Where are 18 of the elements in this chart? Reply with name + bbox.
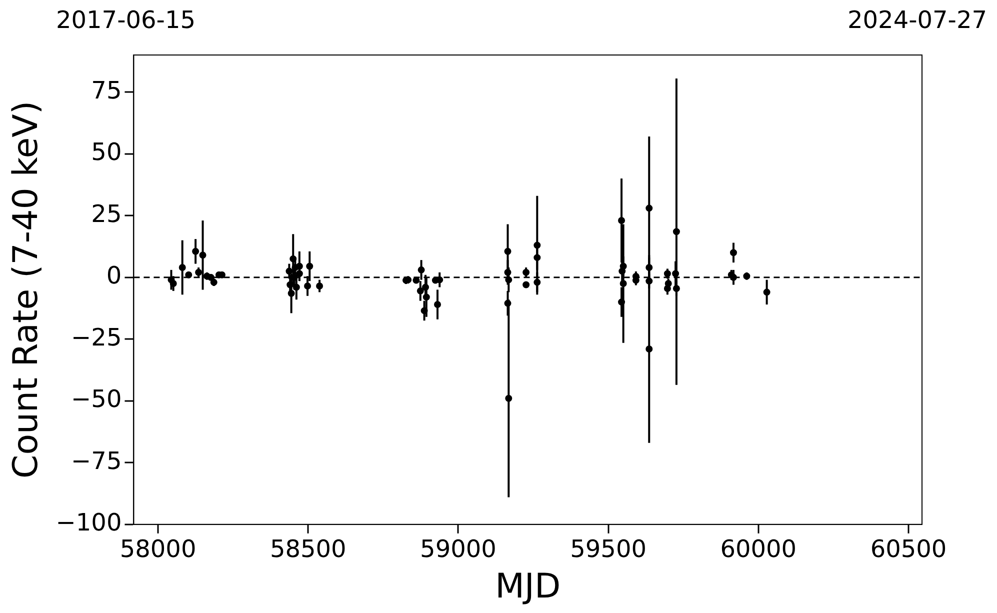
- y-axis-title: Count Rate (7-40 keV): [6, 100, 46, 479]
- y-tick-label: 75: [91, 76, 122, 104]
- y-tick-label: −75: [71, 446, 122, 475]
- x-tick-label: 58000: [120, 535, 196, 564]
- y-tick-label: 50: [91, 138, 122, 166]
- y-tick-label: 25: [91, 200, 122, 228]
- text: 2017-06-15: [56, 6, 196, 34]
- x-axis-title: MJD: [495, 566, 561, 606]
- x-tick-label: 58500: [270, 535, 346, 564]
- x-tick-label: 59500: [570, 535, 646, 564]
- x-tick-label: 59000: [420, 535, 496, 564]
- y-tick-label: 0: [106, 262, 122, 290]
- text: 2024-07-27: [848, 6, 987, 34]
- y-tick-label: −100: [56, 508, 122, 537]
- x-tick-label: 60500: [870, 535, 947, 564]
- y-tick-label: −50: [71, 385, 122, 414]
- y-tick-label: −25: [71, 323, 122, 352]
- x-tick-label: 60000: [720, 535, 797, 564]
